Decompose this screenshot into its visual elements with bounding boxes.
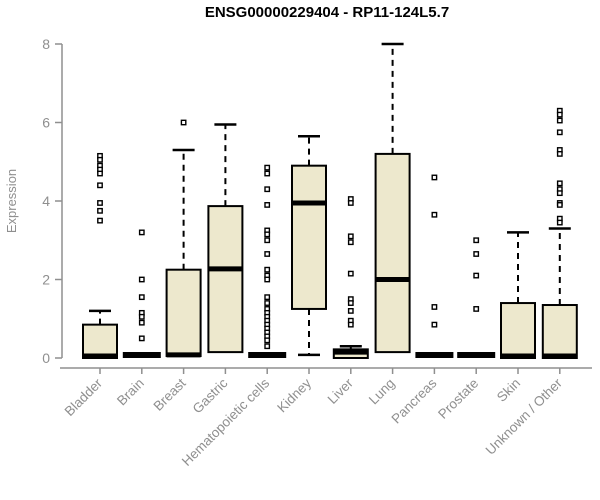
outlier-point-unknown-other bbox=[556, 117, 563, 124]
outlier-point-bladder bbox=[97, 200, 103, 206]
x-tick-label-liver: Liver bbox=[325, 375, 357, 407]
outlier-point-brain bbox=[138, 319, 145, 326]
outlier-point-hematopoietic-cells bbox=[264, 266, 271, 273]
outlier-point-prostate bbox=[473, 237, 480, 244]
outlier-point-pancreas bbox=[431, 321, 438, 328]
outlier-point-unknown-other bbox=[556, 180, 563, 187]
outlier-point-bladder bbox=[97, 217, 103, 224]
outlier-point-unknown-other bbox=[556, 129, 563, 136]
outlier-point-brain bbox=[138, 335, 145, 342]
outlier-point-pancreas bbox=[431, 304, 438, 310]
outlier-point-liver bbox=[347, 308, 354, 314]
outlier-point-prostate bbox=[473, 251, 480, 257]
flat-box-brain bbox=[122, 352, 161, 358]
outlier-point-hematopoietic-cells bbox=[264, 276, 271, 283]
y-tick-label: 8 bbox=[42, 36, 50, 52]
outlier-point-bladder bbox=[97, 170, 103, 177]
x-tick-label-pancreas: Pancreas bbox=[389, 375, 440, 426]
outlier-point-hematopoietic-cells bbox=[264, 251, 271, 257]
x-tick-label-skin: Skin bbox=[494, 376, 523, 405]
outlier-point-unknown-other bbox=[556, 150, 563, 157]
outlier-point-liver bbox=[347, 270, 354, 277]
box-unknown-other bbox=[541, 304, 578, 360]
outlier-point-hematopoietic-cells bbox=[264, 170, 271, 177]
x-tick-label-prostate: Prostate bbox=[435, 376, 481, 422]
outlier-point-hematopoietic-cells bbox=[264, 237, 271, 244]
outlier-point-brain bbox=[138, 276, 145, 283]
outlier-point-bladder bbox=[97, 156, 103, 163]
outlier-point-hematopoietic-cells bbox=[264, 186, 271, 193]
outlier-point-liver bbox=[347, 300, 354, 306]
outlier-point-hematopoietic-cells bbox=[264, 202, 271, 208]
outlier-point-pancreas bbox=[431, 211, 438, 218]
y-tick-label: 4 bbox=[42, 193, 50, 209]
outlier-point-breast bbox=[180, 119, 187, 126]
outlier-point-hematopoietic-cells bbox=[264, 337, 271, 344]
outlier-point-pancreas bbox=[431, 174, 438, 181]
y-tick-label: 0 bbox=[42, 350, 50, 366]
outlier-point-unknown-other bbox=[556, 190, 563, 197]
outlier-point-prostate bbox=[473, 272, 480, 279]
outlier-point-prostate bbox=[473, 306, 480, 312]
box-bladder bbox=[82, 323, 118, 360]
box-kidney bbox=[291, 164, 327, 310]
outlier-point-bladder bbox=[97, 207, 103, 214]
y-tick-label: 6 bbox=[42, 115, 50, 131]
box-gastric bbox=[207, 205, 244, 354]
outlier-point-brain bbox=[138, 229, 145, 236]
x-tick-label-kidney: Kidney bbox=[274, 375, 314, 415]
outlier-point-liver bbox=[347, 200, 354, 206]
y-axis-title: Expression bbox=[4, 169, 19, 233]
outlier-point-liver bbox=[347, 233, 354, 240]
x-tick-label-unknown-other: Unknown / Other bbox=[483, 375, 566, 458]
x-tick-label-brain: Brain bbox=[114, 376, 147, 409]
outlier-point-hematopoietic-cells bbox=[264, 231, 271, 238]
flat-box-pancreas bbox=[415, 352, 454, 358]
outlier-point-bladder bbox=[97, 182, 103, 189]
outlier-point-liver bbox=[347, 321, 354, 328]
x-tick-label-gastric: Gastric bbox=[190, 375, 231, 416]
outlier-point-hematopoietic-cells bbox=[264, 164, 271, 171]
box-skin bbox=[500, 302, 536, 359]
outlier-point-hematopoietic-cells bbox=[264, 294, 271, 301]
outlier-point-brain bbox=[138, 294, 145, 301]
outlier-point-liver bbox=[347, 239, 354, 246]
x-tick-label-lung: Lung bbox=[366, 376, 398, 408]
y-tick-label: 2 bbox=[42, 272, 50, 288]
outlier-point-unknown-other bbox=[556, 219, 563, 226]
outlier-point-unknown-other bbox=[556, 202, 563, 208]
chart-title: ENSG00000229404 - RP11-124L5.7 bbox=[205, 4, 449, 21]
outlier-point-hematopoietic-cells bbox=[264, 300, 271, 306]
x-tick-label-bladder: Bladder bbox=[62, 375, 106, 419]
box-breast bbox=[165, 268, 202, 358]
outlier-point-brain bbox=[138, 313, 145, 320]
flat-box-prostate bbox=[457, 352, 496, 358]
outlier-point-unknown-other bbox=[556, 111, 563, 118]
outlier-point-hematopoietic-cells bbox=[264, 343, 271, 350]
x-tick-label-breast: Breast bbox=[151, 375, 189, 413]
box-lung bbox=[374, 152, 411, 354]
flat-box-hematopoietic-cells bbox=[248, 352, 287, 358]
